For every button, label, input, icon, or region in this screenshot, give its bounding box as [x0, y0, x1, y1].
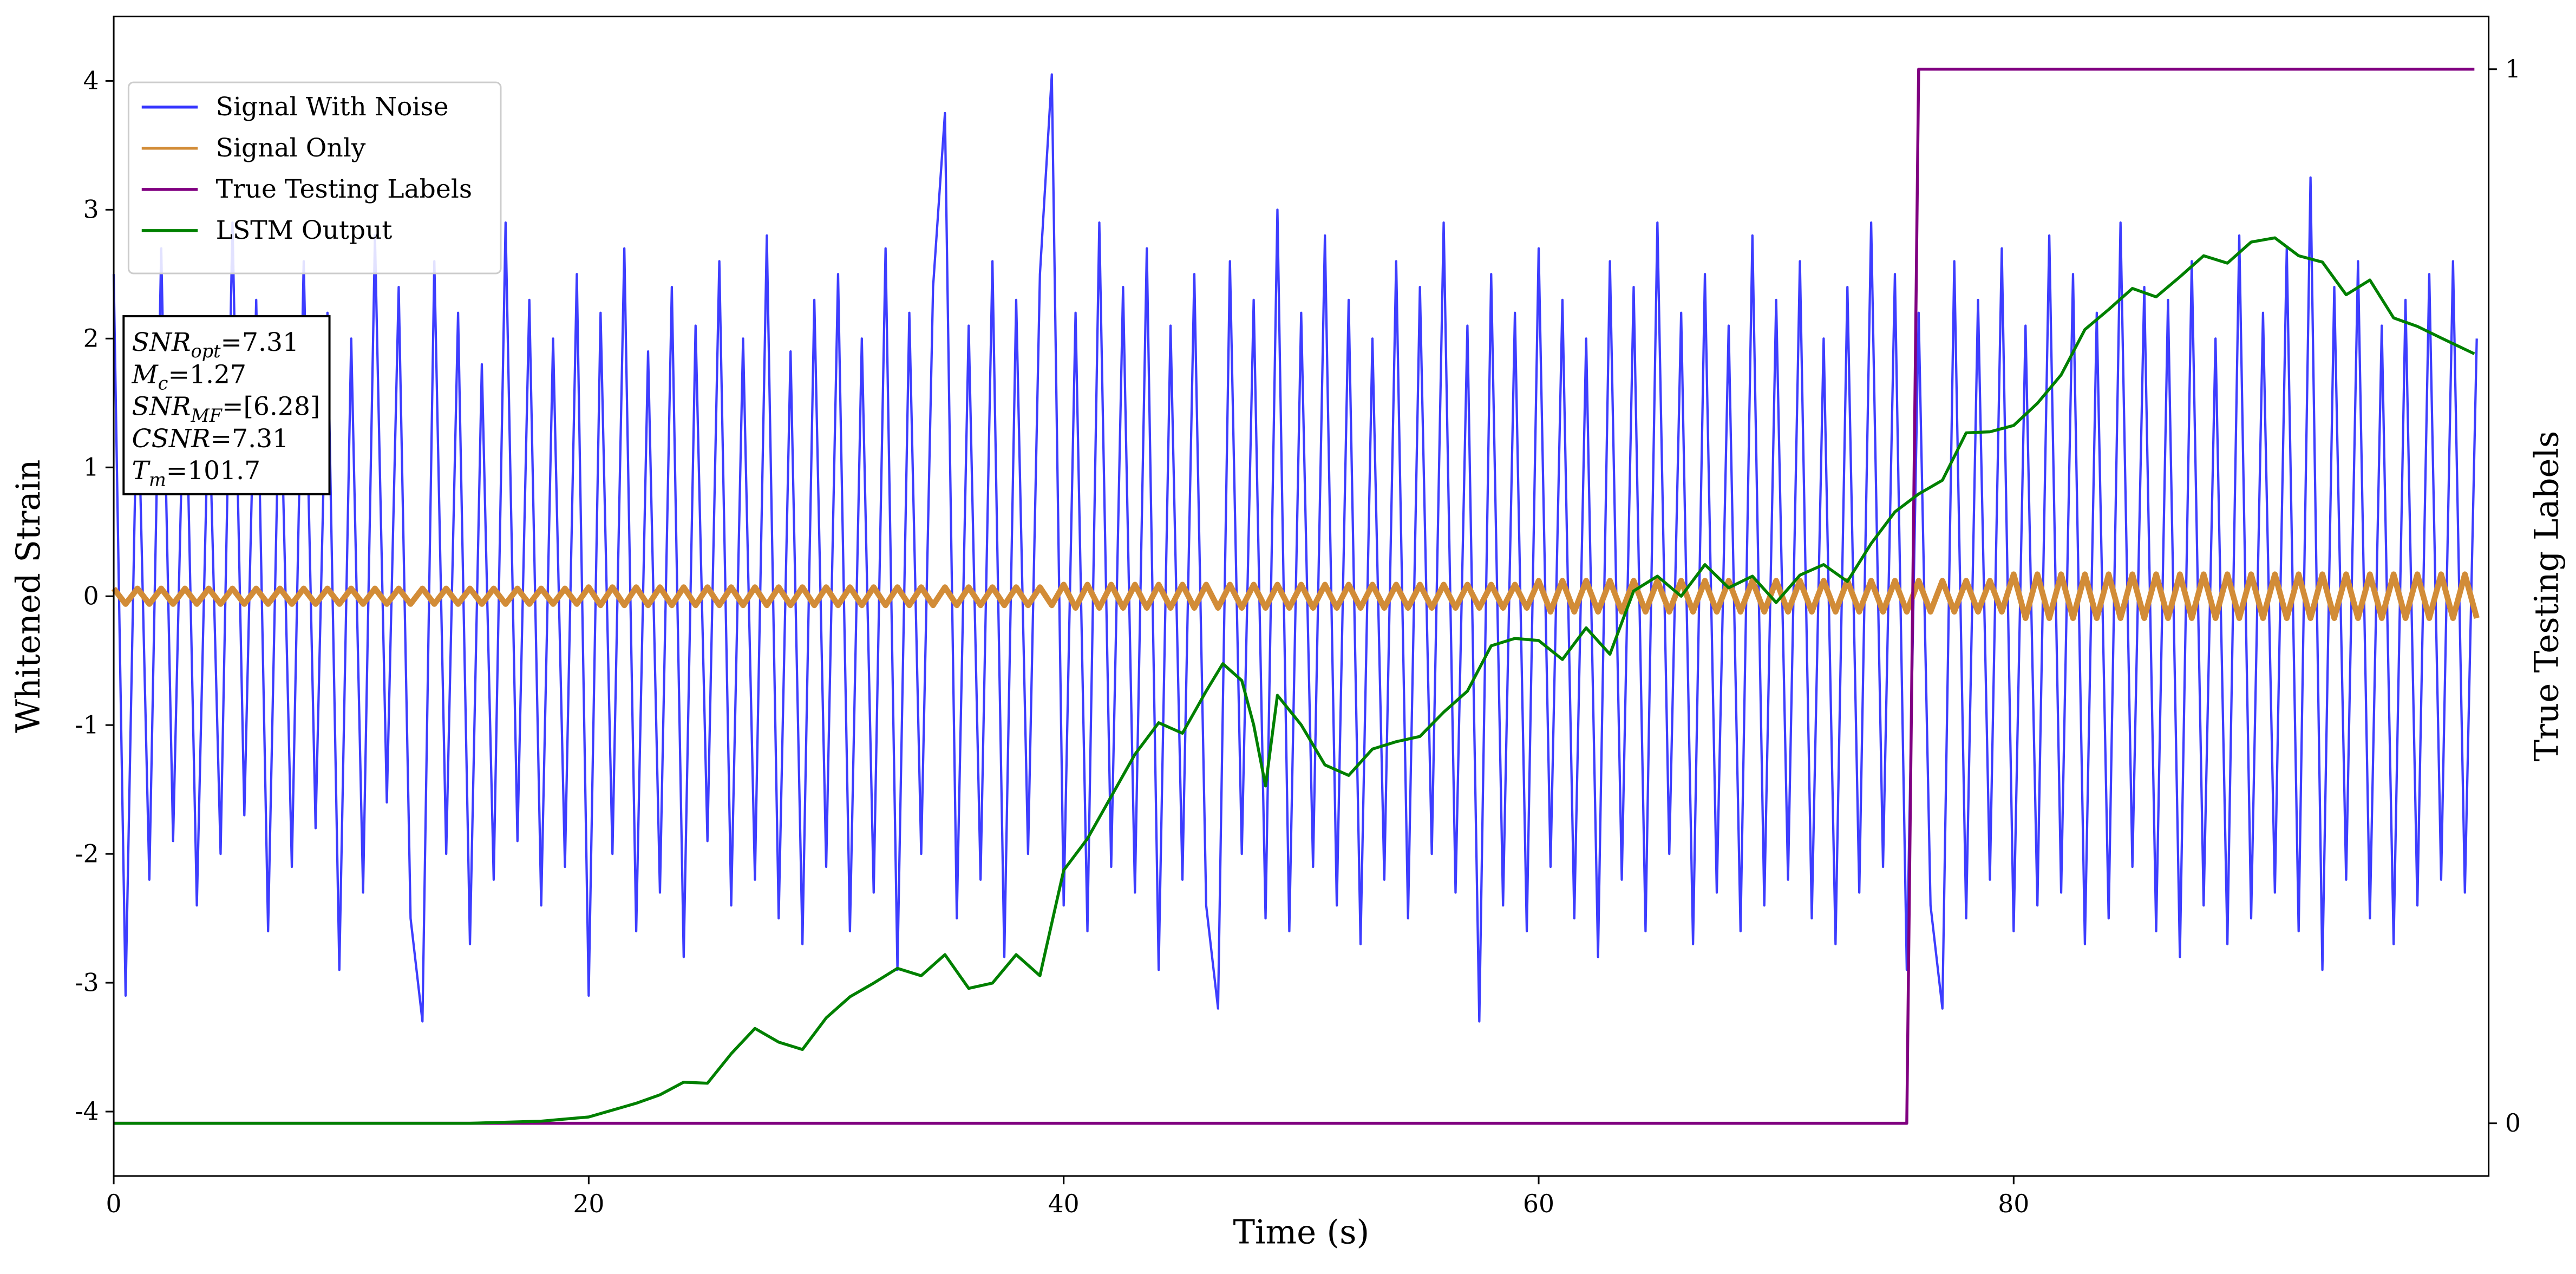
plot-area [111, 68, 2480, 1125]
annotation-base: CSNR [132, 424, 211, 454]
annotation-sub: opt [191, 341, 221, 362]
annotation-rest: =101.7 [166, 456, 260, 486]
y-tick-label: 0 [83, 582, 99, 610]
y-tick-label: -1 [75, 710, 99, 739]
x-tick-label: 80 [1998, 1190, 2029, 1218]
legend-frame [127, 81, 502, 275]
series-line [112, 73, 2478, 1023]
annotation-box: SNRopt=7.31Mc=1.27SNRMF=[6.28]CSNR=7.31T… [122, 315, 331, 495]
annotation-base: T [132, 456, 151, 486]
y-tick-label: 3 [83, 195, 99, 224]
y2-tick-label: 1 [2505, 55, 2521, 83]
y-tick-label: -2 [75, 839, 99, 868]
y2-axis-label: True Testing Labels [2528, 431, 2566, 762]
y2-tick-label: 0 [2505, 1109, 2521, 1138]
series-line [114, 236, 2475, 1125]
annotation-base: SNR [132, 392, 191, 422]
y-axis-label: Whitened Strain [10, 460, 48, 733]
legend-label: LSTM Output [216, 215, 393, 245]
annotation-sub: m [149, 469, 166, 490]
x-axis-label: Time (s) [1233, 1214, 1369, 1252]
annotation-rest: =7.31 [211, 424, 289, 454]
legend-label: Signal Only [216, 133, 366, 163]
y-tick-label: -4 [75, 1097, 99, 1126]
annotation-base: SNR [132, 328, 191, 357]
x-tick-label: 0 [106, 1190, 122, 1218]
annotation-rest: =1.27 [168, 360, 246, 389]
annotation-line: CSNR=7.31 [132, 424, 289, 454]
annotation-line: Tm=101.7 [132, 456, 261, 490]
annotation-rest: =7.31 [221, 328, 299, 357]
annotation-line: Mc=1.27 [132, 360, 247, 394]
legend: Signal With Noise Signal Only True Testing… [127, 81, 502, 275]
annotation-base: M [132, 360, 159, 389]
legend-label: Signal With Noise [216, 92, 449, 122]
y-tick-label: -3 [75, 968, 99, 997]
annotation-frame [122, 315, 331, 495]
legend-label: True Testing Labels [216, 174, 472, 204]
annotation-line: SNRopt=7.31 [132, 328, 299, 362]
annotation-rest: =[6.28] [222, 392, 320, 422]
y-tick-label: 4 [83, 67, 99, 95]
annotation-sub: MF [191, 405, 223, 426]
x-tick-label: 60 [1523, 1190, 1554, 1218]
y-tick-label: 1 [83, 453, 99, 481]
y-tick-label: 2 [83, 324, 99, 353]
x-tick-label: 20 [573, 1190, 604, 1218]
annotation-sub: c [158, 373, 168, 394]
x-tick-label: 40 [1048, 1190, 1080, 1218]
annotation-line: SNRMF=[6.28] [132, 392, 321, 426]
series-line [114, 68, 2475, 1125]
series-line [111, 571, 2480, 621]
